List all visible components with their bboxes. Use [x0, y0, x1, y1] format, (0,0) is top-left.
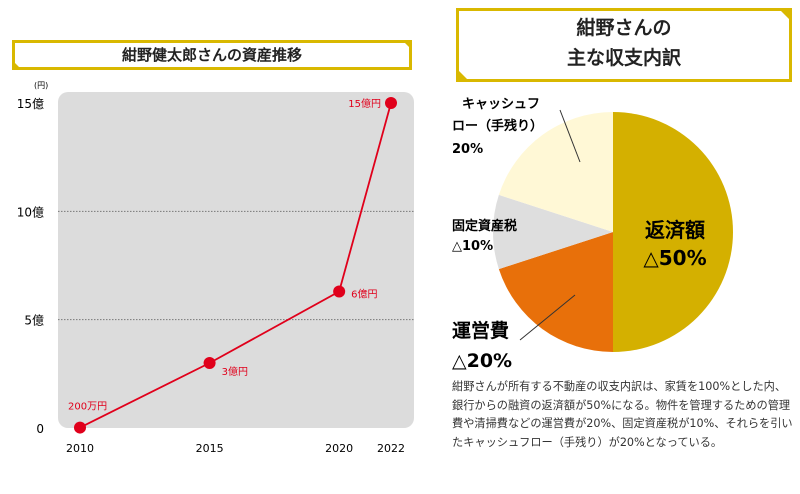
data-point	[203, 357, 216, 369]
pie-title-line-2: 主な収支内訳	[566, 47, 681, 69]
data-label: 6億円	[351, 288, 377, 301]
data-label: 200万円	[68, 402, 107, 413]
description-text: 紺野さんが所有する不動産の収支内訳は、家賃を100%とした内、銀行からの融資の返…	[452, 380, 793, 449]
slice-value-tax: △10%	[452, 239, 493, 254]
x-tick-label: 2020	[325, 442, 353, 455]
y-tick-label: 10億	[17, 205, 44, 219]
leader-line	[519, 294, 576, 341]
data-point	[74, 421, 86, 434]
series-line	[79, 102, 392, 429]
plot-area	[58, 92, 414, 428]
data-label: 3億円	[222, 365, 248, 378]
slice-value-repayment: △50%	[643, 246, 706, 270]
line-chart: (円) 0 5億 10億 15億 2010 2015 2020 2022 200万円 3億円 6億円 1…	[17, 81, 414, 455]
slice-label-repayment: 返済額	[645, 218, 705, 242]
pie-title-line-1: 紺野さんの	[576, 17, 672, 39]
pie-slice	[613, 112, 733, 352]
slice-label-cashflow-2: ロー（手残り）	[452, 118, 543, 134]
slice-label-tax: 固定資産税	[452, 218, 517, 234]
slice-value-operating: △20%	[452, 350, 512, 372]
slice-label-operating: 運営費	[452, 319, 509, 342]
line-chart-title: 紺野健太郎さんの資産推移	[12, 40, 412, 70]
slice-value-cashflow: 20%	[452, 142, 483, 157]
pie-chart-title: 紺野さんの 主な収支内訳	[456, 8, 792, 82]
y-tick-label: 15億	[17, 97, 44, 111]
leader-line	[559, 109, 581, 163]
slice-label-cashflow: キャッシュフ	[462, 97, 540, 112]
x-tick-label: 2015	[196, 442, 224, 455]
pie-slice	[493, 194, 613, 270]
data-point	[333, 285, 346, 298]
data-point	[385, 97, 397, 109]
x-tick-label: 2022	[377, 442, 405, 455]
pie-slice	[498, 232, 613, 352]
y-tick-label: 0	[36, 422, 44, 436]
data-label: 15億円	[348, 97, 381, 110]
pie-slice	[498, 112, 613, 232]
y-tick-label: 5億	[24, 314, 44, 328]
x-tick-label: 2010	[66, 442, 94, 455]
y-axis-unit: (円)	[34, 81, 48, 90]
